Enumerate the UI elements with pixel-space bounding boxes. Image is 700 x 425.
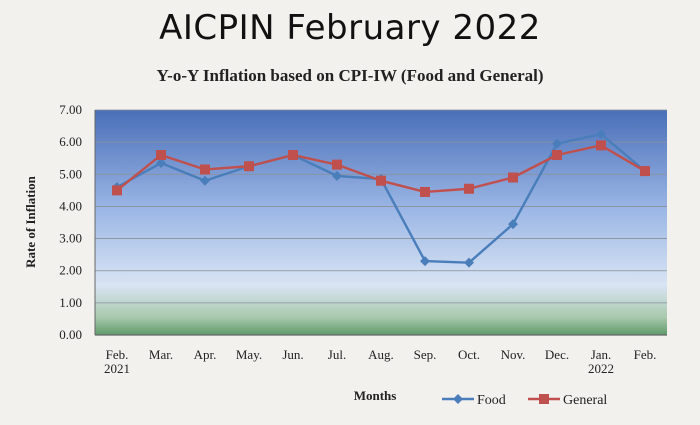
x-tick-label: 2022 [588,361,614,376]
legend-item-general: General [528,393,607,408]
data-point [508,172,518,183]
x-tick-label: Nov. [501,347,526,362]
series-general [112,140,650,197]
data-point [552,150,562,160]
x-tick-label: Apr. [194,347,217,362]
x-tick-label: Sep. [414,347,437,362]
data-point [332,170,342,181]
data-point [596,140,606,151]
data-point [596,129,606,140]
y-tick-label: 7.00 [59,102,82,117]
data-point [156,158,166,169]
data-point [420,186,430,197]
y-tick-label: 2.00 [59,263,82,278]
series-group [112,129,650,268]
y-tick-label: 6.00 [59,134,82,149]
data-point [464,257,474,268]
x-tick-label: May. [236,347,262,362]
y-tick-label: 0.00 [59,327,82,342]
data-point [640,166,650,177]
y-tick-label: 5.00 [59,166,82,181]
data-point [376,175,386,186]
y-tick-label: 1.00 [59,295,82,310]
data-point [112,185,122,196]
y-axis-label: Rate of Inflation [23,175,38,267]
x-tick-label: Jun. [282,347,303,362]
data-point [464,183,474,194]
x-tick-label: Feb. [106,347,129,362]
y-tick-label: 4.00 [59,198,82,213]
x-tick-label: 2021 [104,361,130,376]
data-point [244,161,254,172]
data-point [552,138,562,149]
chart-title: Y-o-Y Inflation based on CPI-IW (Food an… [156,66,544,85]
x-tick-label: Jan. [591,347,612,362]
legend: Food General [442,393,607,408]
x-axis-label: Months [354,388,397,403]
data-point [288,150,298,160]
data-point [508,219,518,230]
page-title: AICPIN February 2022 [159,8,541,48]
data-point [200,164,210,175]
data-point [332,159,342,170]
x-tick-label: Aug. [368,347,394,362]
plot-area [95,110,667,335]
y-tick-label: 3.00 [59,231,82,246]
data-point [156,150,166,160]
legend-label: General [563,393,607,408]
data-point [420,256,430,267]
legend-item-food: Food [442,393,506,408]
legend-marker [539,394,549,404]
data-point [200,175,210,186]
x-tick-label: Mar. [149,347,173,362]
y-axis: 0.00 1.00 2.00 3.00 4.00 5.00 6.00 7.00 [59,102,82,342]
x-tick-label: Dec. [545,347,569,362]
x-tick-label: Feb. [634,347,657,362]
x-tick-label: Oct. [458,347,480,362]
x-tick-label: Jul. [328,347,346,362]
legend-marker [453,394,463,404]
legend-label: Food [477,393,506,408]
